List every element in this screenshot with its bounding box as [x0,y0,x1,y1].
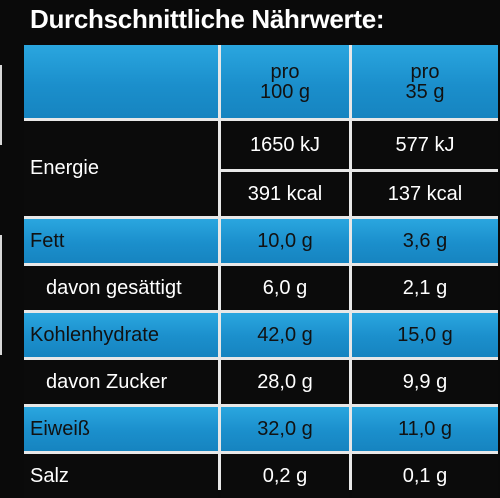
left-edge-line-top [0,65,2,145]
fett-35g: 3,6 g [352,219,498,263]
header-empty-cell [24,45,218,118]
energy-kj-100g: 1650 kJ [221,121,349,169]
header-per-35g-line2: 35 g [405,80,445,103]
left-edge-line-bottom [0,235,2,355]
row-label-energy: Energie [24,121,218,216]
energy-kcal-35g: 137 kcal [352,172,498,216]
zucker-100g: 28,0 g [221,360,349,404]
row-label-davon-gesaettigt: davon gesättigt [24,266,218,310]
header-per-100g-line2: 100 g [259,80,311,103]
header-per-100g: pro 100 g [221,45,349,118]
row-label-fett: Fett [24,219,218,263]
table-title: Durchschnittliche Nährwerte: [30,4,385,34]
energy-kcal-100g: 391 kcal [221,172,349,216]
gesaettigt-35g: 2,1 g [352,266,498,310]
row-label-salz: Salz [24,454,218,498]
gesaettigt-100g: 6,0 g [221,266,349,310]
nutrition-table: pro 100 g pro 35 g Energie 1650 kJ 577 k… [24,45,498,498]
header-per-100g-line1: pro [270,60,300,83]
energy-kj-35g: 577 kJ [352,121,498,169]
salz-35g: 0,1 g [352,454,498,498]
kohlenhydrate-35g: 15,0 g [352,313,498,357]
row-label-eiweiss: Eiweiß [24,407,218,451]
fett-100g: 10,0 g [221,219,349,263]
row-label-davon-zucker: davon Zucker [24,360,218,404]
zucker-35g: 9,9 g [352,360,498,404]
eiweiss-100g: 32,0 g [221,407,349,451]
header-per-35g-line1: pro [410,60,440,83]
kohlenhydrate-100g: 42,0 g [221,313,349,357]
eiweiss-35g: 11,0 g [352,407,498,451]
salz-100g: 0,2 g [221,454,349,498]
header-per-35g: pro 35 g [352,45,498,118]
row-label-kohlenhydrate: Kohlenhydrate [24,313,218,357]
